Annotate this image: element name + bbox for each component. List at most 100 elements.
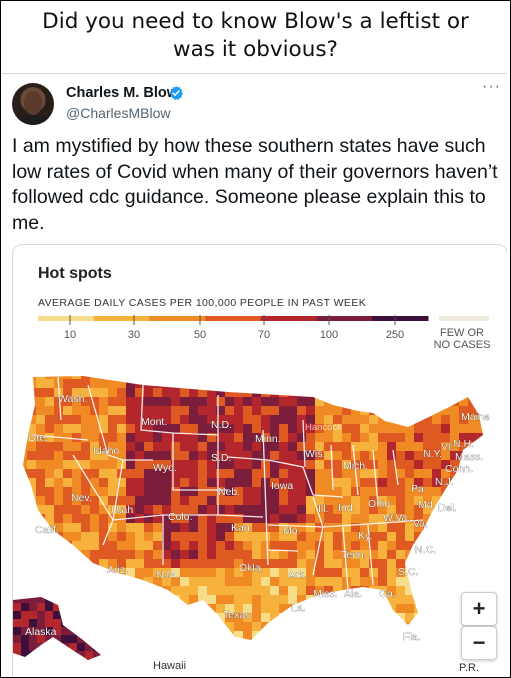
county-cell [189,514,198,523]
county-cell [171,460,180,469]
zoom-out-button[interactable]: − [461,626,497,660]
label-wis: Wis. [305,448,325,460]
county-cell [144,424,153,433]
county-cell [198,595,207,604]
county-cell [324,541,333,550]
county-cell [396,487,405,496]
county-cell [198,532,207,541]
county-cell [117,424,126,433]
county-cell [225,460,234,469]
county-cell [153,505,162,514]
state-borders [32,376,424,591]
legend-few-cases-swatch [439,316,489,321]
county-cell [144,397,153,406]
county-cell [459,433,468,442]
author-name[interactable]: Charles M. Blow [66,85,178,101]
county-cell [135,559,144,568]
county-cell [405,613,414,622]
county-cell [261,469,270,478]
county-cell [297,406,306,415]
county-cell [189,523,198,532]
county-cell [297,487,306,496]
county-cell [405,532,414,541]
county-cell [99,424,108,433]
county-cell [13,603,21,611]
county-cell [54,496,63,505]
county-cell [207,586,216,595]
county-cell [216,487,225,496]
label-mass: Mass. [455,451,483,463]
county-cell [351,415,360,424]
county-cell [72,478,81,487]
more-options-icon[interactable]: ··· [482,78,501,95]
legend: 10 30 50 70 100 250 FEW OR NO CASES [38,315,490,351]
county-cell [90,397,99,406]
us-covid-map[interactable]: Wash. Ore. Idaho Mont. N.D. Minn. S.D. W… [13,245,507,677]
county-cell [234,523,243,532]
county-cell [306,541,315,550]
county-cell [144,442,153,451]
county-cell [189,406,198,415]
county-cell [297,541,306,550]
label-mont: Mont. [141,416,167,428]
county-cell [369,514,378,523]
county-cell [369,532,378,541]
label-nj: N.J. [435,476,454,488]
county-cell [189,460,198,469]
county-cell [333,424,342,433]
county-cell [108,451,117,460]
county-cell [144,514,153,523]
county-cell [261,397,270,406]
county-cell [45,611,53,619]
county-cell [13,635,21,643]
county-cell [27,478,36,487]
county-cell [270,415,279,424]
county-cell [126,469,135,478]
county-cell [29,635,37,643]
county-cell [63,379,72,388]
author-handle[interactable]: @CharlesMBlow [66,105,171,121]
county-cell [396,469,405,478]
county-cell [72,397,81,406]
county-cell [252,433,261,442]
caption-line-2: was it obvious? [173,37,338,62]
county-cell [342,478,351,487]
county-cell [315,496,324,505]
county-cell [171,568,180,577]
avatar[interactable] [12,83,54,125]
county-cell [252,514,261,523]
county-cell [207,568,216,577]
county-cell [189,595,198,604]
county-cell [360,559,369,568]
county-cell [351,496,360,505]
county-cell [36,424,45,433]
label-calif: Calif. [35,524,59,536]
county-cell [126,496,135,505]
county-cell [63,505,72,514]
county-cell [279,559,288,568]
county-cell [153,406,162,415]
county-cell [198,433,207,442]
county-cell [108,505,117,514]
county-cell [261,424,270,433]
county-cell [72,415,81,424]
county-cell [252,406,261,415]
county-cell [315,487,324,496]
label-nh: N.H. [453,438,474,450]
county-cell [99,406,108,415]
zoom-in-button[interactable]: + [461,592,497,626]
county-cell [378,433,387,442]
county-cell [13,611,21,619]
county-cell [45,376,54,379]
embedded-map-card[interactable]: Hot spots AVERAGE DAILY CASES PER 100,00… [12,244,507,677]
county-cell [252,442,261,451]
county-cell [414,532,423,541]
county-cell [297,442,306,451]
county-cell [90,550,99,559]
county-cell [108,460,117,469]
county-cell [207,388,216,397]
county-cell [53,627,61,635]
county-cell [459,397,468,406]
county-cell [108,496,117,505]
county-cell [252,622,261,631]
